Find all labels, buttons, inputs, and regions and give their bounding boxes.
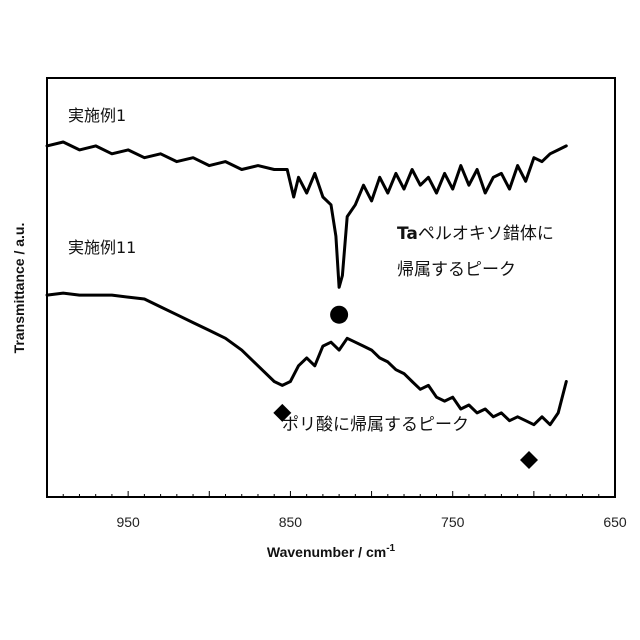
- x-axis-tick-labels: 950 850 750 650: [116, 514, 626, 530]
- x-tick-label-750: 750: [441, 514, 465, 530]
- peak-marker-circle: [330, 306, 348, 324]
- x-axis-title-sup: -1: [386, 543, 395, 554]
- x-tick-label-950: 950: [116, 514, 140, 530]
- x-axis-title-text: Wavenumber / cm: [267, 544, 386, 560]
- x-axis-title: Wavenumber / cm-1: [267, 543, 396, 560]
- x-tick-label-650: 650: [603, 514, 627, 530]
- annotation-ta-line1: Taペルオキソ錯体に: [397, 224, 554, 244]
- annotation-polyacid: ポリ酸に帰属するピーク: [282, 415, 469, 435]
- series-label-example1: 実施例1: [68, 106, 126, 125]
- series-label-example11: 実施例11: [68, 238, 136, 257]
- annotation-ta-line1-rest: ペルオキソ錯体に: [418, 224, 554, 244]
- y-axis-title: Transmittance / a.u.: [11, 223, 27, 354]
- x-tick-label-850: 850: [279, 514, 303, 530]
- annotation-ta-prefix: Ta: [397, 224, 418, 244]
- annotation-ta-line2: 帰属するピーク: [397, 260, 516, 280]
